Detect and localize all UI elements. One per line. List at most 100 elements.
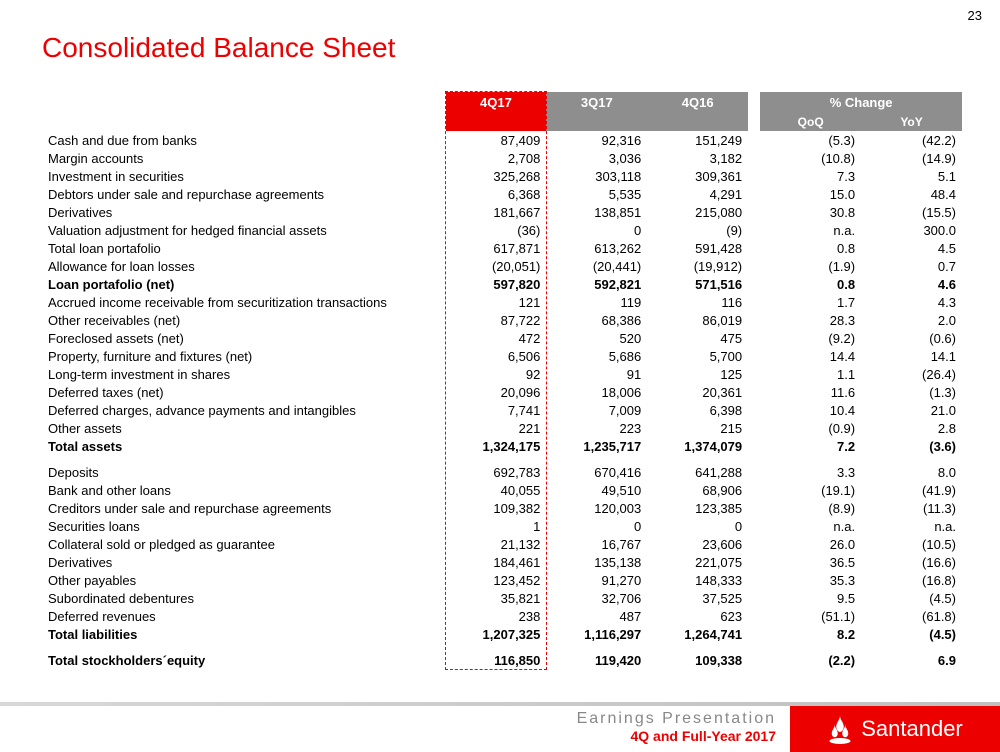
cell-4q17: 1,207,325 — [446, 625, 547, 643]
cell-3q17: 120,003 — [546, 499, 647, 517]
cell-gap — [748, 535, 760, 553]
cell-yoy: (1.3) — [861, 383, 962, 401]
table-row: Other payables123,45291,270148,33335.3(1… — [42, 571, 962, 589]
table-row: Deposits692,783670,416641,2883.38.0 — [42, 463, 962, 481]
cell-qoq: 0.8 — [760, 275, 861, 293]
cell-4q17: (20,051) — [446, 257, 547, 275]
cell-4q17: 6,368 — [446, 185, 547, 203]
cell-qoq: (9.2) — [760, 329, 861, 347]
cell-3q17: 119 — [546, 293, 647, 311]
cell-gap — [748, 149, 760, 167]
cell-yoy: (42.2) — [861, 131, 962, 149]
cell-4q16: 623 — [647, 607, 748, 625]
header-4q17-sub — [446, 113, 547, 131]
table-row: Accrued income receivable from securitiz… — [42, 293, 962, 311]
cell-4q17: 92 — [446, 365, 547, 383]
cell-yoy: 4.3 — [861, 293, 962, 311]
cell-4q16: 151,249 — [647, 131, 748, 149]
table-row: Subordinated debentures35,82132,70637,52… — [42, 589, 962, 607]
cell-4q16: 37,525 — [647, 589, 748, 607]
cell-gap — [748, 383, 760, 401]
cell-qoq: 3.3 — [760, 463, 861, 481]
row-label: Long-term investment in shares — [42, 365, 446, 383]
cell-4q16: 125 — [647, 365, 748, 383]
cell-3q17: 520 — [546, 329, 647, 347]
cell-4q17: 116,850 — [446, 651, 547, 669]
cell-gap — [748, 517, 760, 535]
cell-4q16: 309,361 — [647, 167, 748, 185]
table-header-row-1: 4Q17 3Q17 4Q16 % Change — [42, 92, 962, 113]
cell-yoy: (11.3) — [861, 499, 962, 517]
row-label: Debtors under sale and repurchase agreem… — [42, 185, 446, 203]
cell-qoq: 30.8 — [760, 203, 861, 221]
cell-yoy: (16.6) — [861, 553, 962, 571]
row-label: Creditors under sale and repurchase agre… — [42, 499, 446, 517]
table-row: Loan portafolio (net)597,820592,821571,5… — [42, 275, 962, 293]
cell-3q17: 7,009 — [546, 401, 647, 419]
cell-4q17: 617,871 — [446, 239, 547, 257]
cell-3q17: 5,686 — [546, 347, 647, 365]
header-change: % Change — [760, 92, 962, 113]
cell-qoq: 35.3 — [760, 571, 861, 589]
row-label: Deferred taxes (net) — [42, 383, 446, 401]
table-header-row-2: QoQ YoY — [42, 113, 962, 131]
page-title: Consolidated Balance Sheet — [42, 32, 395, 64]
cell-qoq: 14.4 — [760, 347, 861, 365]
cell-4q16: 6,398 — [647, 401, 748, 419]
cell-4q16: 215 — [647, 419, 748, 437]
cell-qoq: (19.1) — [760, 481, 861, 499]
table-row: Derivatives184,461135,138221,07536.5(16.… — [42, 553, 962, 571]
cell-yoy: n.a. — [861, 517, 962, 535]
table-row: Total stockholders´equity116,850119,4201… — [42, 651, 962, 669]
header-qoq: QoQ — [760, 113, 861, 131]
table-row: Collateral sold or pledged as guarantee2… — [42, 535, 962, 553]
cell-4q16: 148,333 — [647, 571, 748, 589]
cell-4q16: 591,428 — [647, 239, 748, 257]
cell-4q17: 221 — [446, 419, 547, 437]
header-blank — [42, 92, 446, 113]
cell-3q17: 592,821 — [546, 275, 647, 293]
cell-yoy: (14.9) — [861, 149, 962, 167]
cell-yoy: (0.6) — [861, 329, 962, 347]
cell-yoy: 2.8 — [861, 419, 962, 437]
cell-gap — [748, 401, 760, 419]
cell-gap — [748, 293, 760, 311]
cell-3q17: 18,006 — [546, 383, 647, 401]
table-row: Deferred charges, advance payments and i… — [42, 401, 962, 419]
cell-4q17: 109,382 — [446, 499, 547, 517]
table-row: Total liabilities1,207,3251,116,2971,264… — [42, 625, 962, 643]
cell-4q16: 221,075 — [647, 553, 748, 571]
row-label: Total liabilities — [42, 625, 446, 643]
cell-gap — [748, 651, 760, 669]
cell-yoy: 4.5 — [861, 239, 962, 257]
table-row: Other assets221223215(0.9)2.8 — [42, 419, 962, 437]
cell-yoy: 21.0 — [861, 401, 962, 419]
cell-qoq: (5.3) — [760, 131, 861, 149]
cell-gap — [748, 365, 760, 383]
cell-3q17: 1,235,717 — [546, 437, 647, 455]
row-label: Cash and due from banks — [42, 131, 446, 149]
cell-gap — [748, 625, 760, 643]
cell-yoy: (41.9) — [861, 481, 962, 499]
row-label: Collateral sold or pledged as guarantee — [42, 535, 446, 553]
cell-qoq: 36.5 — [760, 553, 861, 571]
table-row: Creditors under sale and repurchase agre… — [42, 499, 962, 517]
row-label: Deferred revenues — [42, 607, 446, 625]
cell-4q17: 87,409 — [446, 131, 547, 149]
cell-4q16: 3,182 — [647, 149, 748, 167]
table-row: Cash and due from banks87,40992,316151,2… — [42, 131, 962, 149]
row-label: Valuation adjustment for hedged financia… — [42, 221, 446, 239]
cell-4q17: 181,667 — [446, 203, 547, 221]
cell-4q16: 475 — [647, 329, 748, 347]
cell-4q16: (9) — [647, 221, 748, 239]
cell-4q17: 7,741 — [446, 401, 547, 419]
cell-qoq: 1.7 — [760, 293, 861, 311]
cell-qoq: (0.9) — [760, 419, 861, 437]
cell-qoq: 15.0 — [760, 185, 861, 203]
table-row: Bank and other loans40,05549,51068,906(1… — [42, 481, 962, 499]
header-blank-2 — [42, 113, 446, 131]
balance-sheet-table: 4Q17 3Q17 4Q16 % Change QoQ YoY Cash and… — [42, 92, 962, 669]
cell-qoq: n.a. — [760, 221, 861, 239]
cell-4q17: 40,055 — [446, 481, 547, 499]
cell-4q16: 1,374,079 — [647, 437, 748, 455]
